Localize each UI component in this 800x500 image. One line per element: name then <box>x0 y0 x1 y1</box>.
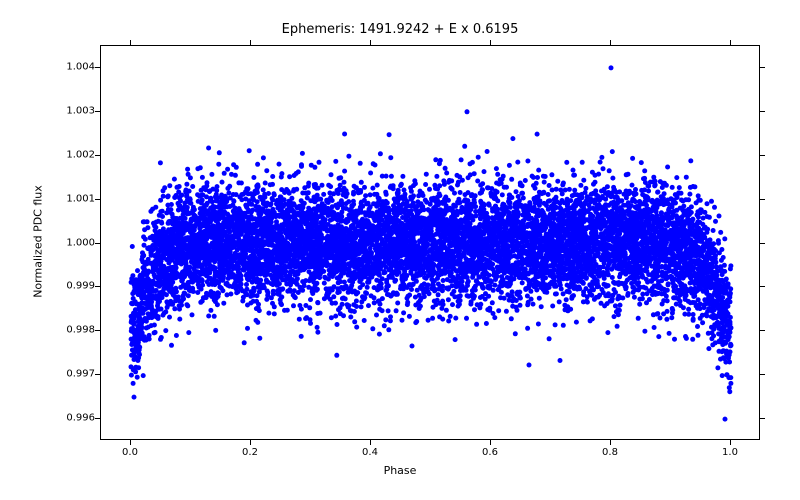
y-tick-mark <box>760 418 765 419</box>
y-tick-mark <box>95 374 100 375</box>
x-tick-label: 0.4 <box>362 447 378 458</box>
y-tick-label: 1.000 <box>55 237 95 248</box>
x-tick-mark <box>610 40 611 45</box>
y-tick-label: 0.999 <box>55 281 95 292</box>
x-tick-mark <box>370 440 371 445</box>
x-tick-mark <box>490 40 491 45</box>
y-tick-mark <box>760 199 765 200</box>
x-tick-mark <box>490 440 491 445</box>
y-tick-mark <box>760 243 765 244</box>
y-tick-mark <box>95 111 100 112</box>
y-tick-label: 0.997 <box>55 369 95 380</box>
y-tick-mark <box>760 286 765 287</box>
x-tick-mark <box>730 440 731 445</box>
x-tick-mark <box>250 440 251 445</box>
chart-container: Ephemeris: 1491.9242 + E x 0.6195 0.0 0.2… <box>0 0 800 500</box>
y-tick-mark <box>760 67 765 68</box>
x-tick-label: 0.2 <box>242 447 258 458</box>
x-tick-label: 0.0 <box>122 447 138 458</box>
y-tick-mark <box>760 111 765 112</box>
y-tick-label: 1.002 <box>55 149 95 160</box>
y-tick-label: 1.004 <box>55 61 95 72</box>
x-tick-mark <box>250 40 251 45</box>
y-tick-mark <box>95 286 100 287</box>
chart-title: Ephemeris: 1491.9242 + E x 0.6195 <box>0 22 800 37</box>
x-tick-mark <box>130 440 131 445</box>
y-tick-mark <box>95 243 100 244</box>
y-tick-label: 0.998 <box>55 325 95 336</box>
y-tick-mark <box>95 199 100 200</box>
x-tick-mark <box>610 440 611 445</box>
y-tick-mark <box>95 418 100 419</box>
y-axis-label: Normalized PDC flux <box>32 171 45 311</box>
y-tick-mark <box>760 330 765 331</box>
y-tick-mark <box>95 330 100 331</box>
x-tick-label: 0.8 <box>602 447 618 458</box>
scatter-plot <box>101 46 761 441</box>
plot-area <box>100 45 760 440</box>
x-tick-mark <box>730 40 731 45</box>
x-tick-label: 1.0 <box>722 447 738 458</box>
y-tick-mark <box>760 155 765 156</box>
y-tick-mark <box>760 374 765 375</box>
x-tick-mark <box>370 40 371 45</box>
y-tick-label: 0.996 <box>55 413 95 424</box>
y-tick-mark <box>95 67 100 68</box>
x-tick-mark <box>130 40 131 45</box>
y-tick-mark <box>95 155 100 156</box>
x-tick-label: 0.6 <box>482 447 498 458</box>
y-tick-label: 1.003 <box>55 105 95 116</box>
y-tick-label: 1.001 <box>55 193 95 204</box>
x-axis-label: Phase <box>0 464 800 477</box>
